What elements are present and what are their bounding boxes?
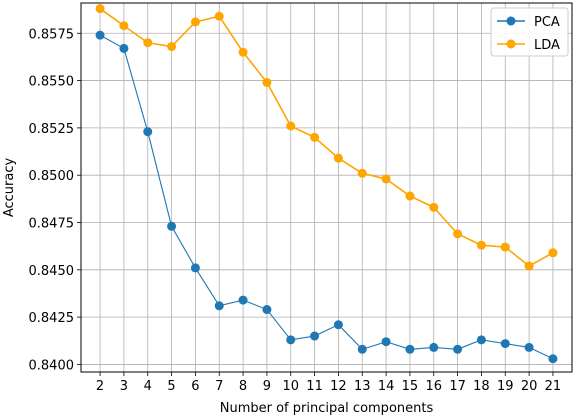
- series-layer: [95, 4, 558, 364]
- x-tick-label: 21: [545, 379, 562, 394]
- lda-point: [190, 17, 200, 27]
- lda-point: [119, 21, 129, 31]
- lda-point: [548, 248, 558, 258]
- pca-point: [453, 344, 463, 354]
- pca-point: [429, 342, 439, 352]
- pca-point: [214, 301, 224, 311]
- lda-point: [310, 132, 320, 142]
- x-tick-label: 5: [167, 379, 175, 394]
- y-tick-label: 0.8500: [29, 169, 75, 184]
- x-tick-label: 9: [263, 379, 271, 394]
- legend: PCA LDA: [490, 7, 569, 57]
- pca-point: [143, 127, 153, 137]
- lda-point: [429, 202, 439, 212]
- x-tick-label: 12: [330, 379, 347, 394]
- pca-point: [405, 344, 415, 354]
- x-tick-label: 11: [306, 379, 323, 394]
- y-tick-label: 0.8425: [29, 311, 75, 326]
- x-tick-label: 2: [96, 379, 104, 394]
- y-tick-label: 0.8550: [29, 75, 75, 90]
- y-tick-label: 0.8450: [29, 264, 75, 279]
- y-axis-title: Accuracy: [2, 158, 17, 218]
- legend-pca-marker: [506, 16, 516, 26]
- y-tick-label: 0.8400: [29, 358, 75, 373]
- x-tick-label: 6: [191, 379, 199, 394]
- x-tick-label: 13: [354, 379, 371, 394]
- lda-point: [214, 11, 224, 21]
- pca-point: [190, 263, 200, 273]
- x-tick-label: 14: [378, 379, 395, 394]
- lda-point: [143, 38, 153, 48]
- y-tick-label: 0.8575: [29, 27, 75, 42]
- x-tick-label: 3: [120, 379, 128, 394]
- grid-lines: [81, 3, 572, 372]
- x-tick-label: 18: [473, 379, 490, 394]
- pca-point: [524, 342, 534, 352]
- x-axis-title: Number of principal components: [220, 401, 434, 416]
- lda-point: [381, 174, 391, 184]
- pca-point: [262, 305, 272, 315]
- pca-point: [310, 331, 320, 341]
- pca-point: [381, 337, 391, 347]
- pca-point: [119, 43, 129, 53]
- lda-point: [405, 191, 415, 201]
- pca-point: [286, 335, 296, 345]
- lda-point: [453, 229, 463, 239]
- x-tick-label: 17: [449, 379, 466, 394]
- pca-point: [167, 221, 177, 231]
- y-tick-label: 0.8475: [29, 217, 75, 232]
- x-axis: 2 3 4 5 6 7 8 9 10 11 12 13 14 15 16 17 18 19 20 21: [96, 372, 561, 394]
- legend-pca-label: PCA: [534, 15, 560, 30]
- y-tick-label: 0.8525: [29, 122, 75, 137]
- lda-point: [95, 4, 105, 14]
- lda-point: [262, 77, 272, 87]
- pca-point: [95, 30, 105, 40]
- lda-point: [524, 261, 534, 271]
- x-tick-label: 7: [215, 379, 223, 394]
- lda-point: [238, 47, 248, 57]
- legend-lda-marker: [506, 39, 516, 49]
- x-tick-label: 10: [282, 379, 299, 394]
- x-tick-label: 20: [521, 379, 538, 394]
- x-tick-label: 15: [402, 379, 419, 394]
- lda-point: [476, 240, 486, 250]
- x-tick-label: 4: [144, 379, 152, 394]
- pca-point: [500, 339, 510, 349]
- lda-point: [286, 121, 296, 131]
- lda-point: [333, 153, 343, 163]
- lda-point: [500, 242, 510, 252]
- pca-point: [476, 335, 486, 345]
- lda-point: [167, 42, 177, 52]
- legend-lda-label: LDA: [534, 38, 560, 53]
- x-tick-label: 8: [239, 379, 247, 394]
- lda-point: [357, 168, 367, 178]
- pca-point: [333, 320, 343, 330]
- pca-point: [548, 354, 558, 364]
- pca-point: [238, 295, 248, 305]
- pca-point: [357, 344, 367, 354]
- x-tick-label: 19: [497, 379, 514, 394]
- y-axis: 0.8400 0.8425 0.8450 0.8475 0.8500 0.8525 0.85…: [29, 27, 81, 373]
- plot-frame: [80, 2, 573, 373]
- x-tick-label: 16: [425, 379, 442, 394]
